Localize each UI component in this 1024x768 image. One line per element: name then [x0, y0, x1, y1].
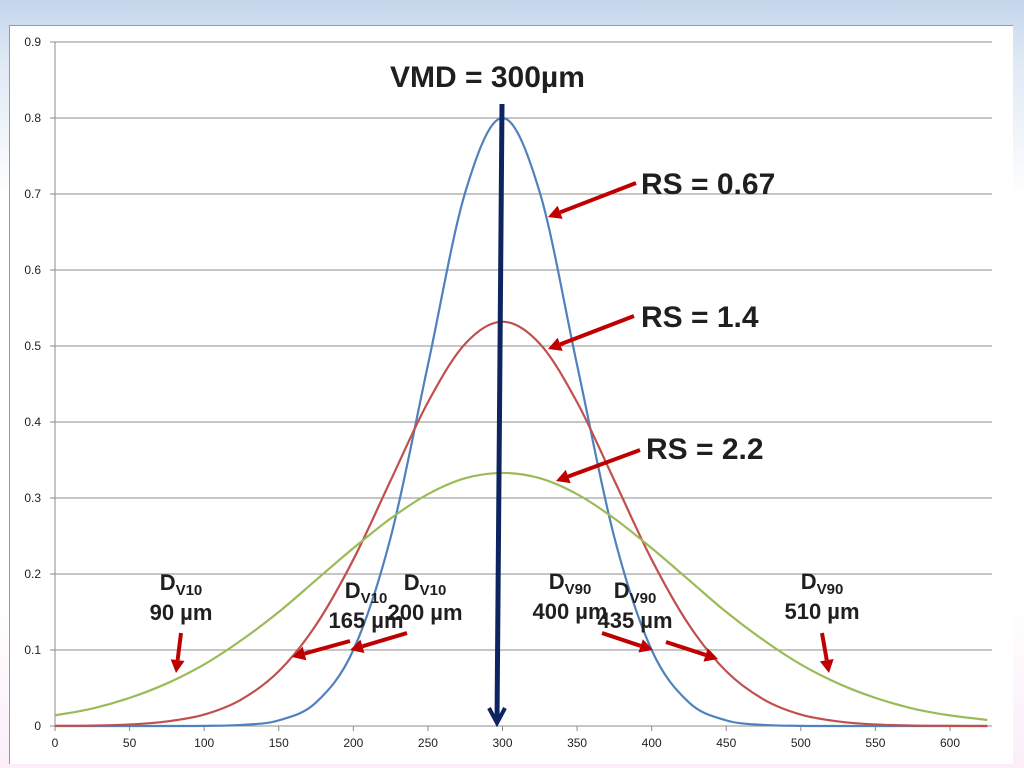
- dv90-435-label: DV90 435 µm: [597, 578, 672, 634]
- x-tick-label: 0: [52, 736, 59, 750]
- y-tick-label: 0.5: [24, 339, 41, 353]
- x-tick-label: 350: [567, 736, 587, 750]
- y-tick-label: 0.4: [24, 415, 41, 429]
- d-main: D: [613, 578, 630, 603]
- dv10-200-arrow: [361, 631, 408, 649]
- dv10-90-arrow: [175, 632, 183, 661]
- y-tick-label: 0.8: [24, 111, 41, 125]
- vmd-arrow: [494, 103, 505, 723]
- series-line-0: [54, 116, 988, 728]
- x-tick-label: 600: [940, 736, 960, 750]
- dv10-165-arrow-head: [292, 646, 307, 661]
- dv10-90-arrow-head: [170, 659, 185, 673]
- dv90-400-label: DV90 400 µm: [532, 569, 607, 625]
- x-tick-label: 550: [865, 736, 885, 750]
- x-tick-label: 250: [418, 736, 438, 750]
- dv90-435-arrow: [665, 640, 707, 657]
- rs-0.67-arrow-head: [548, 205, 563, 219]
- vmd-label: VMD = 300µm: [390, 61, 585, 94]
- rs-label-1: RS = 1.4: [641, 301, 759, 334]
- y-tick-label: 0.9: [24, 35, 41, 49]
- d-main: D: [548, 569, 565, 594]
- y-tick-label: 0.1: [24, 643, 41, 657]
- dv90-435-arrow-head: [703, 648, 718, 662]
- y-tick-label: 0.6: [24, 263, 41, 277]
- x-tick-label: 450: [716, 736, 736, 750]
- d-main: D: [800, 569, 817, 594]
- dv10-165-label: DV10 165 µm: [328, 578, 403, 634]
- rs-1.4-arrow: [559, 314, 635, 347]
- d-main: D: [403, 570, 420, 595]
- rs-2.2-arrow: [567, 448, 641, 479]
- d-value: 165 µm: [328, 608, 404, 633]
- d-sub: V10: [175, 582, 203, 599]
- d-main: D: [344, 578, 361, 603]
- series-line-2: [54, 471, 988, 722]
- dv10-90-label: DV10 90 µm: [150, 570, 213, 626]
- d-value: 510 µm: [784, 599, 860, 624]
- y-tick-label: 0.2: [24, 567, 41, 581]
- dv90-400-arrow: [601, 631, 642, 648]
- x-tick-label: 50: [123, 736, 137, 750]
- y-tick-label: 0.7: [24, 187, 41, 201]
- y-tick-label: 0: [34, 719, 41, 733]
- dv10-200-arrow-head: [350, 639, 365, 653]
- d-sub: V90: [629, 590, 657, 607]
- vmd-arrow-head: [487, 707, 507, 728]
- dv10-165-arrow: [304, 639, 351, 656]
- y-tick-label: 0.3: [24, 491, 41, 505]
- x-tick-label: 200: [343, 736, 363, 750]
- rs-label-0: RS = 0.67: [641, 168, 776, 201]
- rs-label-2: RS = 2.2: [646, 433, 764, 466]
- x-tick-label: 500: [791, 736, 811, 750]
- d-value: 400 µm: [532, 599, 608, 624]
- d-sub: V90: [564, 581, 592, 598]
- d-main: D: [159, 570, 176, 595]
- d-value: 435 µm: [597, 608, 673, 633]
- x-tick-label: 100: [194, 736, 214, 750]
- d-sub: V10: [360, 590, 388, 607]
- chart-frame: [9, 25, 1013, 764]
- dv90-510-label: DV90 510 µm: [784, 569, 859, 625]
- x-tick-label: 300: [492, 736, 512, 750]
- x-tick-label: 400: [642, 736, 662, 750]
- series-line-1: [54, 320, 988, 728]
- dv90-510-arrow: [820, 632, 829, 661]
- rs-0.67-arrow: [559, 181, 637, 215]
- rs-2.2-arrow-head: [556, 469, 571, 484]
- d-value: 90 µm: [149, 600, 213, 625]
- dv90-400-arrow-head: [638, 639, 653, 653]
- dv10-200-label: DV10 200 µm: [387, 570, 462, 626]
- d-sub: V90: [816, 581, 844, 598]
- d-sub: V10: [419, 582, 447, 599]
- x-tick-label: 150: [269, 736, 289, 750]
- rs-1.4-arrow-head: [548, 337, 563, 351]
- dv90-510-arrow-head: [819, 658, 834, 673]
- d-value: 200 µm: [387, 600, 463, 625]
